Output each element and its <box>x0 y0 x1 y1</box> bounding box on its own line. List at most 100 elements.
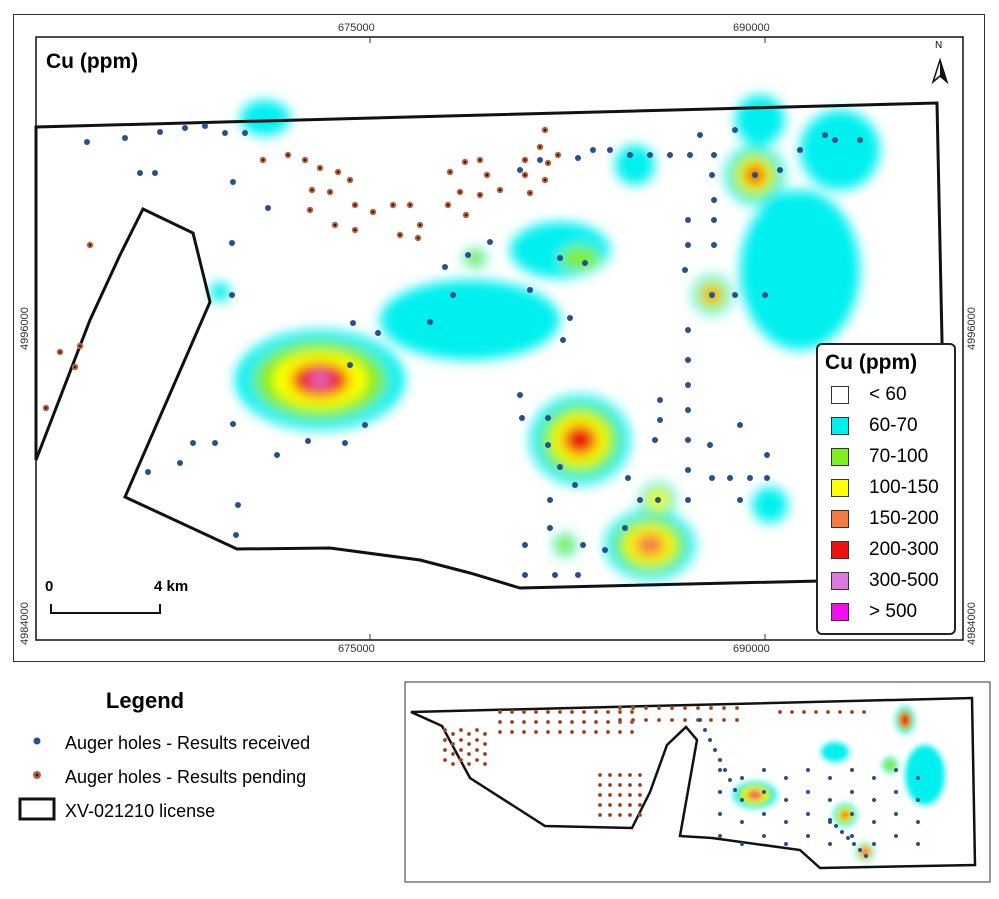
auger-hole-received <box>233 532 239 538</box>
auger-hole-received <box>522 542 528 548</box>
auger-hole-received <box>305 438 311 444</box>
color-swatch <box>831 509 849 528</box>
legend-symbols <box>18 737 56 821</box>
cu-legend-item: 150-200 <box>818 503 954 534</box>
auger-hole-center <box>478 158 482 162</box>
auger-hole-received <box>657 417 663 423</box>
auger-hole-center <box>571 711 573 713</box>
auger-hole-center <box>310 188 314 192</box>
cu-anomalies <box>210 95 880 580</box>
auger-hole-received <box>607 147 613 153</box>
auger-hole-center <box>815 711 817 713</box>
auger-hole-received <box>806 812 810 816</box>
auger-hole-received <box>784 820 788 824</box>
anomaly-zone <box>615 145 655 185</box>
auger-hole-center <box>464 213 468 217</box>
auger-hole-received <box>709 172 715 178</box>
auger-hole-center <box>286 153 290 157</box>
auger-hole-received <box>762 768 766 772</box>
auger-hole-received <box>647 152 653 158</box>
auger-hole-center <box>671 719 673 721</box>
auger-hole-received <box>685 217 691 223</box>
auger-hole-received <box>806 790 810 794</box>
auger-hole-received <box>442 264 448 270</box>
auger-hole-center <box>619 784 621 786</box>
legend-title: Legend <box>105 688 185 713</box>
auger-hole-received <box>732 127 738 133</box>
auger-hole-received <box>747 475 753 481</box>
auger-hole-received <box>834 824 838 828</box>
auger-hole-center <box>543 128 547 132</box>
auger-hole-received <box>625 475 631 481</box>
auger-hole-center <box>476 749 478 751</box>
y-tick-right: 4996000 <box>966 307 978 350</box>
legend-label: Auger holes - Results pending <box>65 766 307 787</box>
auger-hole-center <box>571 721 573 723</box>
auger-hole-center <box>511 711 513 713</box>
auger-hole-center <box>559 731 561 733</box>
auger-hole-received <box>872 798 876 802</box>
auger-hole-received <box>784 776 788 780</box>
auger-hole-received <box>740 842 744 846</box>
cu-legend-label: 300-500 <box>869 569 939 591</box>
auger-hole-center <box>607 711 609 713</box>
auger-hole-center <box>556 153 560 157</box>
auger-hole-received <box>858 848 862 852</box>
auger-hole-center <box>599 784 601 786</box>
auger-hole-received <box>737 422 743 428</box>
auger-hole-received <box>872 776 876 780</box>
auger-hole-received <box>797 147 803 153</box>
auger-hole-received <box>84 139 90 145</box>
auger-hole-received <box>177 460 183 466</box>
auger-hole-received <box>602 547 608 553</box>
auger-hole-center <box>476 739 478 741</box>
auger-hole-center <box>629 784 631 786</box>
auger-hole-center <box>583 731 585 733</box>
auger-hole-received <box>718 790 722 794</box>
anomaly-zone <box>510 222 610 278</box>
auger-hole-center <box>391 203 395 207</box>
legend-item-results-pending: Auger holes - Results pending <box>20 760 380 794</box>
cu-legend-item: 300-500 <box>818 565 954 596</box>
color-swatch <box>831 416 849 435</box>
inset-map[interactable] <box>404 681 991 883</box>
auger-hole-center <box>448 170 452 174</box>
auger-hole-received <box>519 415 525 421</box>
auger-hole-center <box>468 743 470 745</box>
auger-hole-received <box>828 798 832 802</box>
auger-hole-received <box>697 132 703 138</box>
auger-hole-received <box>828 842 832 846</box>
auger-hole-center <box>468 753 470 755</box>
auger-hole-center <box>645 719 647 721</box>
auger-hole-center <box>523 711 525 713</box>
x-tick-bottom: 690000 <box>733 643 770 655</box>
cu-legend-item: < 60 <box>818 379 954 410</box>
auger-hole-center <box>779 711 781 713</box>
auger-hole-received <box>916 842 920 846</box>
auger-hole-center <box>629 774 631 776</box>
auger-hole-received <box>832 137 838 143</box>
auger-hole-received <box>229 240 235 246</box>
auger-hole-received <box>572 482 578 488</box>
cu-legend-item: 100-150 <box>818 472 954 503</box>
auger-hole-center <box>460 729 462 731</box>
color-swatch <box>831 602 849 621</box>
auger-hole-received <box>517 167 523 173</box>
auger-hole-received <box>916 776 920 780</box>
auger-hole-center <box>452 743 454 745</box>
auger-hole-center <box>547 711 549 713</box>
auger-hole-center <box>318 166 322 170</box>
auger-hole-center <box>535 731 537 733</box>
inset-auger-holes <box>443 706 920 858</box>
auger-hole-received <box>347 362 353 368</box>
auger-hole-center <box>546 161 550 165</box>
auger-hole-received <box>764 475 770 481</box>
auger-hole-received <box>806 768 810 772</box>
anomaly-zone <box>899 712 911 728</box>
auger-hole-center <box>619 711 621 713</box>
cu-legend-label: > 500 <box>869 600 918 622</box>
auger-hole-center <box>408 203 412 207</box>
auger-hole-received <box>708 738 712 742</box>
auger-hole-received <box>733 788 737 792</box>
